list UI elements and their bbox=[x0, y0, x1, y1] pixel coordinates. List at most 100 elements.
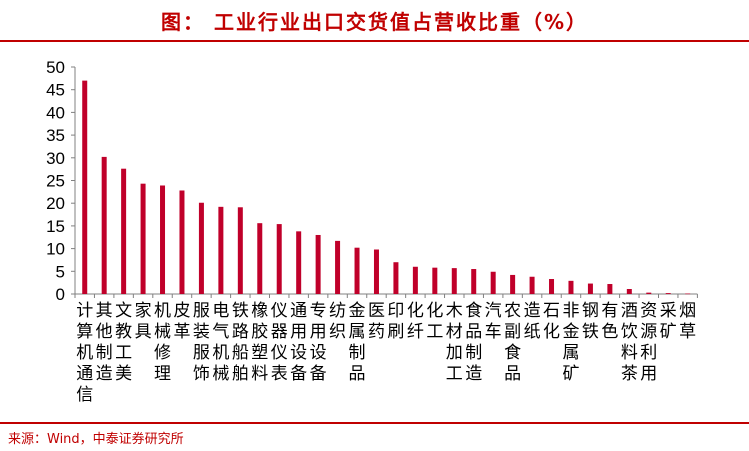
x-category-label-char: 装 bbox=[193, 322, 210, 342]
bar bbox=[101, 156, 107, 294]
x-category-label-char: 机 bbox=[212, 343, 229, 363]
bar bbox=[296, 231, 302, 294]
x-category-label-char: 服 bbox=[193, 343, 210, 363]
x-category-label-char: 化 bbox=[426, 301, 443, 321]
x-category-label-char: 织 bbox=[329, 322, 346, 342]
x-category-label-char: 饮 bbox=[621, 322, 638, 342]
bar bbox=[393, 262, 399, 294]
x-category-label-char: 算 bbox=[76, 322, 93, 342]
x-category-label-char: 农 bbox=[504, 301, 521, 321]
x-category-label: 采矿 bbox=[660, 301, 677, 342]
bar bbox=[529, 276, 535, 294]
bar bbox=[257, 223, 263, 294]
x-category-label: 化纤 bbox=[407, 301, 424, 342]
y-tick-label: 30 bbox=[46, 149, 65, 168]
x-category-label-char: 车 bbox=[485, 322, 502, 342]
x-category-label: 医药 bbox=[368, 301, 385, 342]
x-category-label-char: 服 bbox=[193, 301, 210, 321]
x-category-label-char: 理 bbox=[154, 364, 171, 384]
bar bbox=[335, 240, 341, 294]
bar bbox=[685, 293, 691, 295]
bar bbox=[549, 279, 555, 294]
x-category-label-char: 材 bbox=[446, 322, 463, 342]
x-category-label-char: 金 bbox=[562, 322, 579, 342]
x-category-label-char: 料 bbox=[621, 343, 638, 363]
x-category-label-char: 利 bbox=[640, 343, 657, 363]
x-category-label-char: 计 bbox=[76, 301, 93, 321]
bar bbox=[354, 247, 360, 294]
x-category-label: 纺织 bbox=[329, 301, 346, 342]
y-tick-label: 25 bbox=[46, 172, 65, 191]
x-category-label-char: 源 bbox=[640, 322, 657, 342]
x-category-label: 钢铁 bbox=[582, 301, 599, 342]
x-category-label-char: 设 bbox=[310, 343, 327, 363]
x-category-label-char: 工 bbox=[426, 322, 443, 342]
x-category-label-char: 品 bbox=[349, 364, 366, 384]
x-category-label-char: 其 bbox=[96, 301, 113, 321]
x-category-label-char: 茶 bbox=[621, 364, 638, 384]
x-category-label-char: 制 bbox=[465, 343, 482, 363]
x-category-label-char: 造 bbox=[96, 364, 113, 384]
x-category-label-char: 化 bbox=[407, 301, 424, 321]
x-category-label-char: 专 bbox=[310, 301, 327, 321]
x-category-label-char: 家 bbox=[135, 301, 152, 321]
y-tick-label: 15 bbox=[46, 217, 65, 236]
x-category-label-char: 机 bbox=[76, 343, 93, 363]
x-category-label-char: 机 bbox=[154, 301, 171, 321]
source-note: 来源：Wind，中泰证券研究所 bbox=[8, 432, 184, 447]
x-category-label-char: 造 bbox=[524, 301, 541, 321]
y-tick-label: 20 bbox=[46, 194, 65, 213]
x-category-label-char: 橡 bbox=[251, 301, 268, 321]
x-category-label-char: 采 bbox=[660, 301, 677, 321]
x-category-label-char: 石 bbox=[543, 301, 560, 321]
y-tick-label: 40 bbox=[46, 103, 65, 122]
bar bbox=[179, 190, 185, 294]
x-category-label-char: 医 bbox=[368, 301, 385, 321]
x-category-label-char: 气 bbox=[212, 322, 229, 342]
x-category-label-char: 皮 bbox=[173, 301, 190, 321]
x-category-label-char: 有 bbox=[601, 301, 618, 321]
bar bbox=[315, 234, 321, 294]
bar bbox=[237, 207, 243, 294]
bar bbox=[412, 266, 418, 294]
bar bbox=[160, 185, 166, 294]
x-category-label: 家具 bbox=[135, 301, 152, 342]
x-category-label-char: 制 bbox=[96, 343, 113, 363]
x-category-label-char: 工 bbox=[446, 364, 463, 384]
x-category-label-char: 他 bbox=[96, 322, 113, 342]
x-category-label-char: 电 bbox=[212, 301, 229, 321]
x-category-label-char: 副 bbox=[504, 322, 521, 342]
x-category-label-char: 美 bbox=[115, 364, 132, 384]
x-category-label: 化工 bbox=[426, 301, 443, 342]
x-category-label: 烟草 bbox=[679, 301, 696, 342]
x-category-label-char: 加 bbox=[446, 343, 463, 363]
x-category-label-char: 设 bbox=[290, 343, 307, 363]
x-category-label-char: 纸 bbox=[524, 322, 541, 342]
x-category-label-char: 文 bbox=[115, 301, 132, 321]
x-category-label-char: 胶 bbox=[251, 322, 268, 342]
bar bbox=[432, 267, 438, 294]
bar bbox=[510, 274, 516, 294]
x-category-label-char: 修 bbox=[154, 343, 171, 363]
x-category-label: 造纸 bbox=[524, 301, 541, 342]
x-category-label-char: 造 bbox=[465, 364, 482, 384]
bar bbox=[218, 206, 224, 294]
x-category-label-char: 械 bbox=[212, 364, 229, 384]
x-category-label-char: 制 bbox=[349, 343, 366, 363]
x-category-label-char: 通 bbox=[290, 301, 307, 321]
x-category-label-char: 烟 bbox=[679, 301, 696, 321]
x-category-label-char: 信 bbox=[76, 385, 93, 405]
bar bbox=[587, 283, 593, 294]
x-category-label-char: 用 bbox=[640, 364, 657, 384]
